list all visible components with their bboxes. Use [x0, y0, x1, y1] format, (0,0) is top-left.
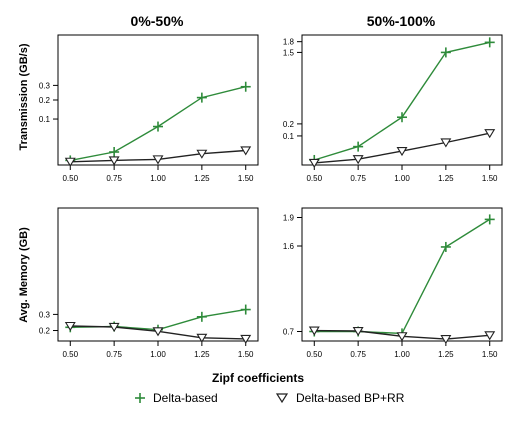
data-point-delta-based-bp-rr: [64, 321, 76, 332]
data-point-delta-based-bp-rr: [308, 326, 320, 336]
legend-item-delta-based-bp-rr: Delta-based BP+RR: [275, 391, 405, 405]
x-tick-label: 0.75: [106, 174, 122, 183]
data-point-delta-based-bp-rr: [352, 155, 364, 165]
x-tick-label: 1.50: [238, 350, 254, 359]
row-label-memory: Avg. Memory (GB): [18, 227, 30, 323]
data-point-delta-based-bp-rr: [196, 333, 208, 343]
x-tick-label: 0.75: [350, 350, 366, 359]
x-tick-label: 1.25: [194, 350, 210, 359]
data-point-delta-based-bp-rr: [196, 149, 208, 159]
data-point-delta-based-bp-rr: [64, 157, 76, 167]
x-tick-label: 1.00: [394, 350, 410, 359]
y-tick-label: 0.2: [283, 120, 295, 129]
plus-icon: [135, 393, 145, 403]
panel-bottom-right: 0.50 0.75 1.00 1.25 1.50 0.7 1.6 1.9: [283, 207, 503, 359]
data-point-delta-based: [440, 241, 451, 252]
data-point-delta-based-bp-rr: [108, 156, 120, 166]
x-tick-label: 1.25: [438, 174, 454, 183]
x-tick-label: 1.25: [194, 174, 210, 183]
x-tick-label: 1.25: [438, 350, 454, 359]
data-point-delta-based: [109, 147, 120, 157]
data-point-delta-based-bp-rr: [396, 147, 408, 157]
series-line-delta-based: [314, 218, 491, 335]
data-point-delta-based-bp-rr: [440, 138, 452, 148]
row-label-transmission: Transmission (GB/s): [18, 43, 30, 150]
data-point-delta-based: [484, 214, 495, 225]
y-tick-label: 0.1: [283, 132, 295, 141]
x-tick-label: 0.50: [306, 174, 322, 183]
x-tick-label: 1.00: [150, 350, 166, 359]
data-point-delta-based: [353, 141, 364, 152]
x-tick-label: 0.50: [306, 350, 322, 359]
data-point-delta-based: [397, 112, 407, 123]
data-point-delta-based-bp-rr: [240, 334, 252, 344]
x-tick-label: 0.50: [62, 174, 78, 183]
column-title-right: 50%-100%: [367, 13, 436, 29]
legend-label-delta-based-bp-rr: Delta-based BP+RR: [296, 391, 405, 405]
data-point-delta-based: [440, 47, 451, 58]
x-tick-label: 0.75: [350, 174, 366, 183]
data-point-delta-based-bp-rr: [152, 327, 164, 337]
x-tick-label: 1.00: [150, 174, 166, 183]
series-line-delta-based: [314, 41, 490, 161]
y-tick-label: 0.2: [39, 96, 51, 105]
legend-item-delta-based: Delta-based: [135, 391, 218, 405]
data-point-delta-based: [240, 81, 251, 92]
x-tick-label: 1.50: [482, 174, 498, 183]
panel-top-left: 0.50 0.75 1.00 1.25 1.50 0.1 0.2 0.3: [39, 34, 259, 183]
panel-top-right: 0.50 0.75 1.00 1.25 1.50 0.1 0.2 1.51.8: [283, 34, 503, 183]
x-tick-label: 1.50: [238, 174, 254, 183]
y-tick-label: 0.3: [39, 81, 51, 90]
data-point-delta-based: [153, 121, 163, 132]
x-tick-label: 1.00: [394, 174, 410, 183]
y-tick-label: 1.5: [283, 48, 295, 57]
data-point-delta-based-bp-rr: [484, 331, 496, 341]
legend-label-delta-based: Delta-based: [153, 391, 218, 405]
legend: Delta-based Delta-based BP+RR: [135, 391, 405, 405]
y-tick-label: 0.7: [283, 328, 295, 337]
data-point-delta-based-bp-rr: [484, 129, 496, 139]
data-point-delta-based-bp-rr: [440, 335, 452, 345]
y-tick-label: 0.2: [39, 327, 51, 336]
data-point-delta-based-bp-rr: [308, 158, 320, 169]
y-tick-label: 1.8: [283, 38, 295, 47]
x-tick-label: 0.75: [106, 350, 122, 359]
plot-frame: [301, 207, 503, 342]
data-point-delta-based-bp-rr: [396, 332, 408, 342]
data-point-delta-based: [240, 304, 251, 315]
data-point-delta-based-bp-rr: [152, 155, 164, 165]
data-point-delta-based-bp-rr: [240, 146, 252, 156]
panel-bottom-left: 0.50 0.75 1.00 1.25 1.50 0.2 0.3: [39, 207, 259, 359]
data-point-delta-based: [196, 92, 207, 103]
y-tick-label: 1.6: [283, 242, 295, 251]
triangle-down-icon: [275, 393, 289, 404]
data-point-delta-based: [196, 311, 207, 322]
chart-panels: 0.50 0.75 1.00 1.25 1.50 0.1 0.2 0.3 0.50 0.75 1.0…: [39, 34, 503, 359]
plot-frame: [301, 34, 503, 166]
y-tick-label: 1.9: [283, 214, 295, 223]
data-point-delta-based: [484, 37, 495, 48]
column-title-left: 0%-50%: [131, 13, 184, 29]
plot-frame: [57, 207, 259, 342]
data-point-delta-based-bp-rr: [108, 322, 120, 333]
data-point-delta-based-bp-rr: [352, 326, 364, 337]
y-tick-label: 0.1: [39, 115, 51, 124]
x-tick-label: 0.50: [62, 350, 78, 359]
x-tick-label: 1.50: [482, 350, 498, 359]
plot-frame: [57, 34, 259, 166]
y-tick-label: 0.3: [39, 310, 51, 319]
x-axis-title: Zipf coefficients: [212, 371, 304, 385]
